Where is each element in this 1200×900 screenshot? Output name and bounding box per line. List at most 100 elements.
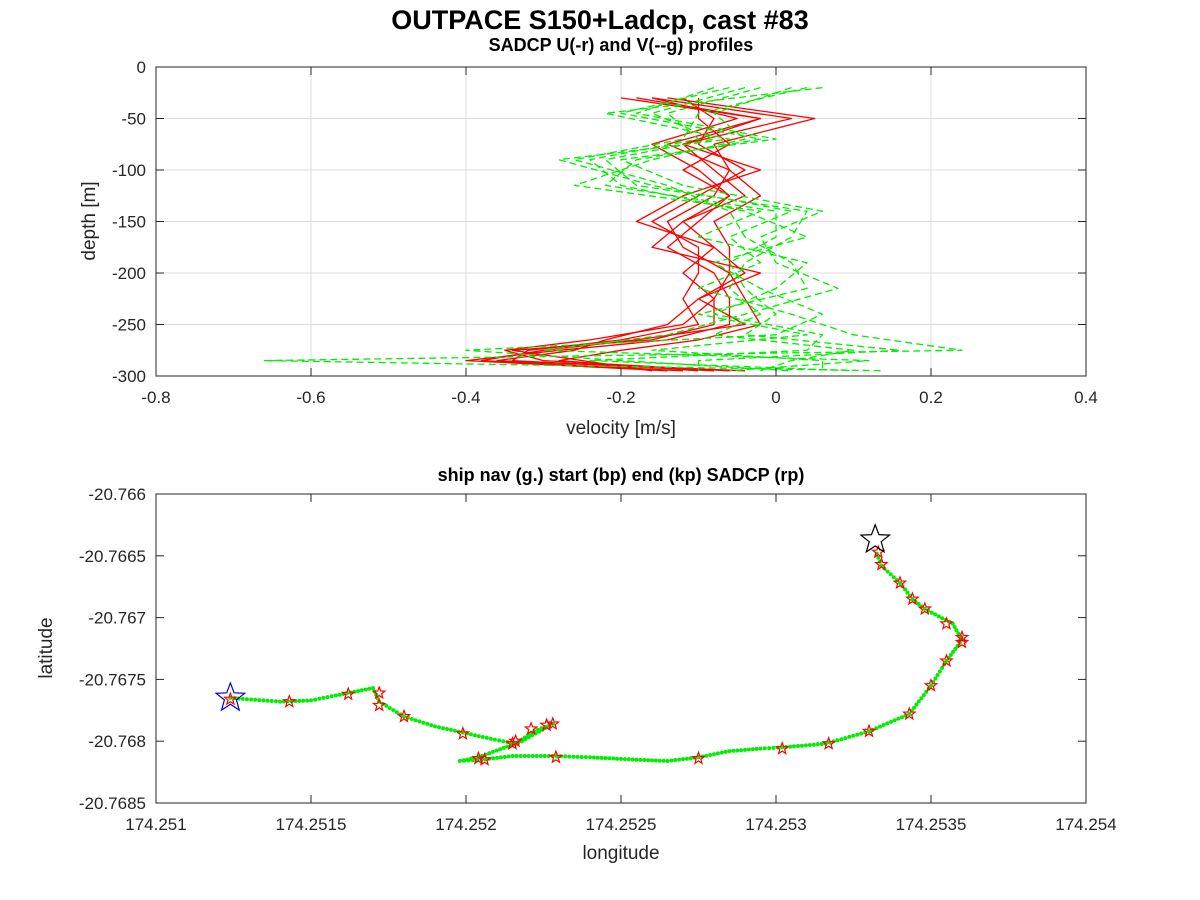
velocity-y-tick-label: -150 (112, 213, 146, 232)
ship-nav-y-tick-label: -20.7685 (79, 794, 146, 813)
ship-nav-point (495, 755, 499, 760)
ship-nav-point (501, 745, 506, 750)
ship-nav-point (329, 694, 334, 699)
sadcp-point-marker (874, 556, 889, 571)
ship-nav-point (583, 755, 588, 760)
ship-nav-point (688, 756, 693, 761)
ship-nav-point (470, 758, 475, 763)
ship-nav-point (402, 714, 406, 719)
velocity-profile-axes: -0.8 -0.6 -0.4 -0.2 0 0.2 0.4 0 -50 -100 -150 -200 -… (79, 35, 1098, 439)
sadcp-point-marker (939, 653, 954, 668)
ship-nav-point (510, 754, 515, 758)
ship-nav-point (889, 719, 893, 724)
ship-nav-point (240, 696, 245, 701)
ship-nav-point (933, 676, 938, 681)
sadcp-point-marker (954, 629, 970, 644)
velocity-x-tick-label: 0.2 (919, 388, 943, 407)
ship-nav-point (885, 569, 890, 574)
ship-nav-point (492, 737, 497, 742)
ship-nav-point (409, 717, 414, 721)
ship-nav-point (472, 733, 477, 738)
ship-nav-point (321, 695, 326, 700)
ship-nav-point (497, 738, 502, 743)
velocity-y-tick-label: -300 (112, 367, 146, 386)
ship-nav-point (333, 693, 338, 698)
ship-nav-point (257, 698, 262, 703)
ship-nav-point (522, 754, 527, 758)
ship-nav-point (916, 602, 921, 606)
ship-nav-point (933, 612, 938, 617)
ship-nav-point (588, 755, 592, 760)
ship-nav-point (261, 698, 266, 703)
ship-nav-x-tick-label: 174.2525 (586, 815, 657, 834)
ship-nav-point (878, 724, 882, 729)
ship-nav-y-axis-label: latitude (36, 617, 57, 678)
ship-nav-point (900, 715, 904, 720)
ship-nav-point (313, 697, 318, 702)
ship-nav-point (367, 686, 372, 691)
ship-nav-point (657, 758, 662, 763)
ship-nav-point (448, 727, 453, 732)
ship-nav-point (466, 758, 471, 763)
ship-nav-point (413, 718, 418, 723)
ship-nav-point (767, 746, 772, 751)
ship-nav-point (265, 698, 270, 703)
ship-nav-point (452, 728, 457, 733)
ship-nav-point (253, 697, 258, 702)
ship-nav-point (490, 749, 495, 754)
sadcp-point-marker (892, 575, 908, 590)
ship-nav-point (371, 686, 375, 691)
ship-nav-y-tick-label: -20.7665 (79, 547, 146, 566)
velocity-y-tick-label: -200 (112, 264, 146, 283)
velocity-x-tick-label: 0.4 (1074, 388, 1098, 407)
u-profile-line (511, 97, 793, 372)
ship-nav-point (661, 758, 666, 763)
sadcp-point-marker (396, 708, 412, 723)
sadcp-point-marker (539, 717, 554, 732)
ship-nav-point (935, 673, 940, 677)
ship-nav-point (956, 631, 961, 636)
ship-nav-point (919, 696, 924, 701)
sadcp-point-marker (371, 697, 387, 712)
ship-nav-point (542, 754, 547, 758)
u-profile-line (558, 97, 762, 372)
ship-nav-point (273, 699, 278, 704)
ship-nav-point (249, 697, 254, 702)
ship-nav-point (855, 732, 860, 737)
end-point-marker (859, 523, 892, 554)
ship-nav-point (301, 698, 306, 703)
ship-nav-point (704, 753, 709, 758)
ship-nav-point (867, 729, 871, 734)
ship-nav-point (847, 734, 852, 739)
ship-nav-point (948, 652, 953, 657)
ship-nav-point (538, 754, 543, 758)
ship-nav-point (634, 757, 639, 762)
velocity-x-tick-label: -0.6 (296, 388, 325, 407)
ship-nav-point (526, 754, 531, 758)
ship-nav-point (940, 665, 945, 670)
ship-nav-point (914, 702, 919, 707)
ship-nav-point (484, 735, 489, 740)
ship-nav-point (417, 719, 422, 724)
ship-nav-point (653, 758, 658, 763)
sadcp-point-marker (774, 740, 790, 755)
ship-nav-point (526, 735, 531, 740)
ship-nav-point (505, 744, 510, 749)
ship-nav-point (476, 734, 481, 739)
sadcp-point-marker (371, 685, 387, 700)
ship-nav-point (356, 689, 361, 693)
ship-nav-point (575, 754, 580, 759)
sadcp-point-marker (954, 634, 970, 649)
ship-nav-point (727, 749, 732, 754)
velocity-y-tick-label: 0 (137, 58, 146, 77)
ship-nav-point (599, 755, 604, 760)
ship-nav-point (534, 754, 539, 758)
sadcp-point-marker (691, 750, 706, 765)
ship-nav-point (317, 696, 322, 701)
ship-nav-point (642, 758, 647, 762)
ship-nav-point (954, 628, 959, 633)
ship-nav-plot-area (155, 493, 1087, 804)
ship-nav-point (530, 754, 535, 758)
sadcp-point-marker (477, 752, 492, 766)
sadcp-point-marker (905, 591, 920, 606)
